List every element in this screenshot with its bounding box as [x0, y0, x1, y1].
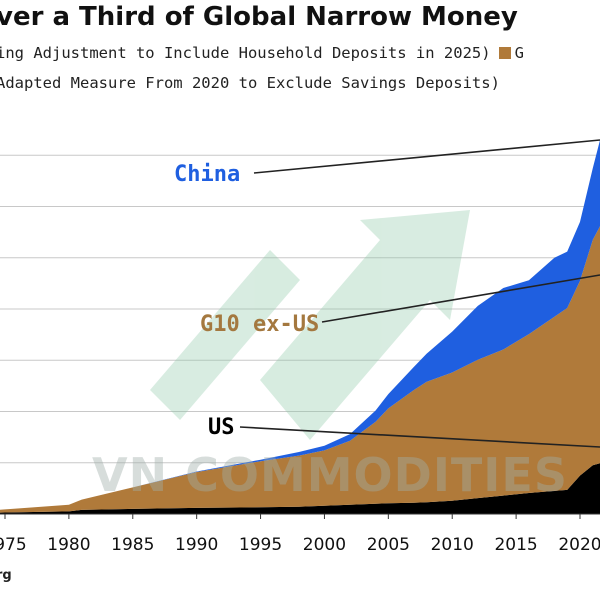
x-tick-label: 2000: [303, 535, 346, 555]
x-tick-label: 2005: [367, 535, 410, 555]
annotation-label-g10-ex-us: G10 ex-US: [200, 312, 319, 337]
watermark-arrow-icon: [150, 210, 470, 440]
x-tick-label: 1980: [47, 535, 90, 555]
x-tick-label: 2020: [558, 535, 600, 555]
x-tick-label: 1985: [111, 535, 154, 555]
legend-swatch-g10: [498, 47, 511, 59]
series-area-china: [0, 140, 600, 510]
watermark-text: VN COMMODITIES: [92, 448, 568, 502]
x-tick-label: 2010: [431, 535, 474, 555]
chart-subtitle-line-2: Adapted Measure From 2020 to Exclude Sav…: [0, 74, 500, 92]
source-footer: rg: [0, 568, 12, 583]
x-tick-label: 1990: [175, 535, 218, 555]
x-tick-label: 1995: [239, 535, 282, 555]
x-tick-label: 2015: [494, 535, 537, 555]
watermark-arrow-shape: [150, 250, 300, 420]
chart-title: ver a Third of Global Narrow Money: [0, 2, 518, 32]
annotation-leader-g10-ex-us: [321, 274, 600, 323]
annotation-leader-us: [239, 426, 600, 448]
annotation-leader-china: [253, 139, 600, 174]
annotation-label-us: US: [208, 415, 235, 440]
watermark-arrow-head: [260, 210, 470, 440]
subtitle-text-1: ing Adjustment to Include Household Depo…: [0, 44, 491, 62]
chart-subtitle-line-1: ing Adjustment to Include Household Depo…: [0, 44, 600, 62]
x-tick-label: 1975: [0, 535, 27, 555]
annotation-label-china: China: [174, 162, 240, 187]
legend-label-g: G: [514, 44, 524, 62]
series-area-us: [0, 463, 600, 514]
series-area-g10-ex-us: [0, 226, 600, 513]
